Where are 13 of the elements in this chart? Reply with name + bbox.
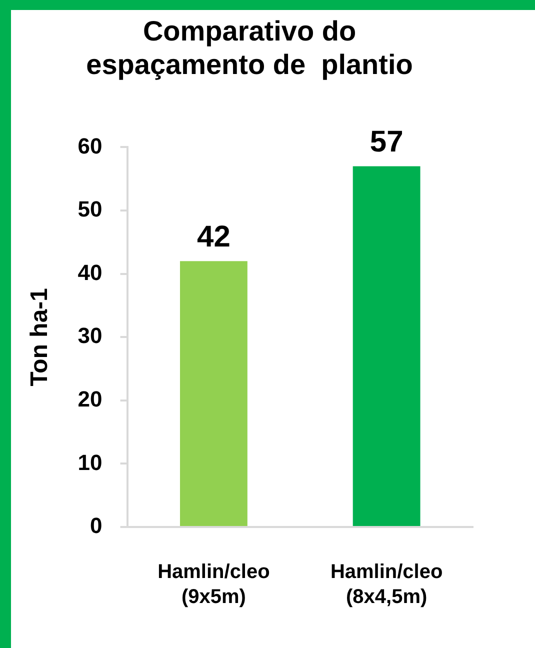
- chart-title: Comparativo do espaçamento de plantio: [86, 16, 413, 80]
- x-tick-label: Hamlin/cleo (8x4,5m): [330, 561, 443, 608]
- y-tick-label: 60: [78, 133, 102, 158]
- y-axis-title: Ton ha-1: [26, 288, 54, 386]
- y-tick-label: 0: [90, 513, 102, 538]
- data-label: 42: [197, 220, 230, 254]
- y-tick-label: 50: [78, 196, 102, 222]
- y-tick-label: 30: [78, 323, 102, 348]
- y-tick-label: 10: [78, 450, 102, 475]
- y-tick-label: 40: [78, 260, 102, 285]
- data-label: 57: [370, 125, 404, 158]
- y-tick-label: 20: [78, 386, 102, 412]
- x-tick-label: Hamlin/cleo (9x5m): [158, 561, 270, 608]
